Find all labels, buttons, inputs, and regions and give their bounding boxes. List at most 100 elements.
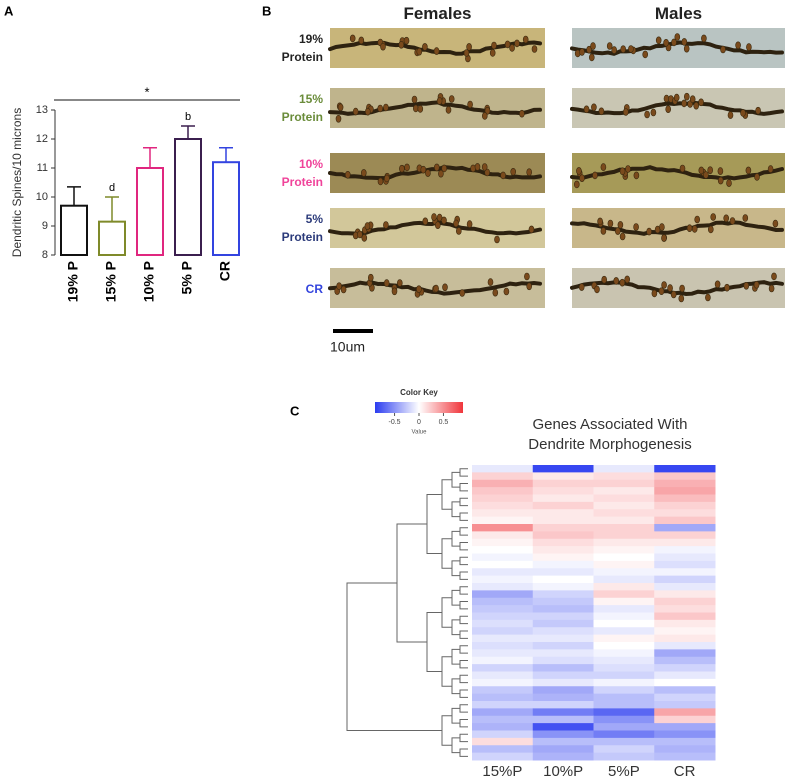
heatmap-cell <box>532 583 594 591</box>
heatmap-cell <box>472 531 534 540</box>
spine <box>491 41 497 50</box>
heatmap-cell <box>532 671 594 680</box>
heatmap-cell <box>532 656 594 665</box>
annotation: d <box>109 182 115 194</box>
spine <box>361 234 368 242</box>
heatmap-cell <box>654 531 716 540</box>
spine <box>431 213 437 221</box>
heatmap-cell <box>654 708 716 717</box>
color-key <box>375 402 463 413</box>
heatmap-cell <box>654 693 716 702</box>
heatmap-cell <box>532 560 594 569</box>
spine <box>383 279 390 287</box>
column-header: Males <box>654 4 703 23</box>
heatmap-cell <box>532 627 594 636</box>
spine <box>384 174 390 183</box>
dendrogram-branch <box>441 538 452 569</box>
heatmap-cell <box>593 516 655 525</box>
spine <box>710 213 717 221</box>
spine <box>411 95 418 104</box>
spine <box>403 36 410 45</box>
spine <box>743 281 750 290</box>
heatmap-cell <box>472 656 534 665</box>
heatmap-cell <box>472 575 534 584</box>
spine <box>620 45 627 54</box>
heatmap-cell <box>654 553 716 562</box>
spine <box>767 165 774 173</box>
heatmap-cell <box>472 583 534 591</box>
color-key-label: Value <box>412 430 428 436</box>
bar <box>98 220 126 256</box>
bar <box>136 167 164 256</box>
color-key-tick-label: 0 <box>417 419 421 426</box>
bar <box>212 161 240 256</box>
spine <box>504 40 511 49</box>
heatmap-cell <box>593 612 655 621</box>
heatmap-cell <box>532 546 594 554</box>
heatmap-cell <box>593 605 655 613</box>
spine <box>727 111 734 119</box>
heatmap-cell <box>654 715 716 724</box>
panel-label: A <box>4 3 14 18</box>
heatmap-cell <box>593 649 655 658</box>
heatmap-cell <box>654 575 716 584</box>
heatmap-cell <box>472 472 534 481</box>
heatmap-cell <box>654 723 716 731</box>
heatmap-cell <box>654 597 716 606</box>
heatmap-cell <box>593 524 655 532</box>
heatmap-title: Genes Associated With Dendrite Morphogen… <box>528 416 692 453</box>
heatmap-cell <box>654 568 716 577</box>
spine <box>694 215 701 224</box>
heatmap-cell <box>472 597 534 606</box>
spine <box>729 217 736 225</box>
spine <box>611 46 618 54</box>
dendrite <box>570 165 784 181</box>
dendrogram-branch <box>451 560 460 577</box>
spine <box>433 163 440 172</box>
spine <box>659 223 665 231</box>
spine <box>619 232 626 241</box>
y-tick-label: 8 <box>42 249 48 261</box>
spine <box>655 36 662 45</box>
heatmap-cell <box>593 553 655 562</box>
heatmap-cell <box>472 642 534 650</box>
heatmap-cell <box>654 701 716 709</box>
row-label: 15% Protein <box>281 92 323 124</box>
spine <box>698 98 704 107</box>
heatmap-cell <box>654 671 716 680</box>
dendrogram-branch <box>451 501 460 518</box>
heatmap-cell <box>654 649 716 658</box>
row-label: CR <box>305 282 323 296</box>
panel-label: C <box>290 403 300 418</box>
heatmap-cell <box>472 465 534 473</box>
spine <box>601 275 608 284</box>
spine <box>617 221 624 229</box>
spine <box>614 227 621 235</box>
heatmap-cell <box>593 531 655 540</box>
spine <box>701 34 707 43</box>
spine <box>433 284 439 293</box>
heatmap-cell <box>593 752 655 761</box>
heatmap-cell <box>472 649 534 658</box>
column-label: 15%P <box>482 763 522 780</box>
spine <box>600 163 607 171</box>
heatmap-cell <box>472 737 534 746</box>
heatmap-cell <box>532 479 594 488</box>
heatmap-cell <box>593 664 655 672</box>
heatmap-cell <box>593 465 655 473</box>
spine <box>474 163 481 171</box>
spine <box>628 45 634 53</box>
error-bar <box>143 146 157 168</box>
spine <box>720 45 726 54</box>
dendrogram-branch <box>459 586 468 595</box>
heatmap-cell <box>593 723 655 731</box>
dendrogram-branch <box>441 597 452 628</box>
heatmap-cell <box>532 465 594 473</box>
spine <box>683 44 690 53</box>
heatmap-cell <box>472 745 534 754</box>
dendrogram-branch <box>451 648 460 665</box>
spine <box>753 280 760 289</box>
heatmap-cell <box>472 723 534 731</box>
dendrogram-branch <box>459 482 468 492</box>
heatmap-cell <box>472 619 534 628</box>
